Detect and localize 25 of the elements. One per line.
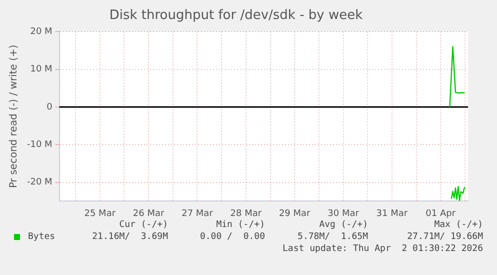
legend-label: Bytes: [28, 232, 56, 242]
y-tick-label: 0: [46, 102, 53, 112]
text: Cur (-/+): [119, 220, 168, 230]
chart-title: Disk throughput for /dev/sdk - by week: [109, 8, 364, 24]
x-tick-label: 25 Mar: [84, 208, 116, 219]
text: 0.00 / 0.00: [200, 232, 265, 242]
y-tick-label: -10 M: [27, 140, 52, 150]
y-tick-label: -20 M: [27, 178, 52, 188]
text: Avg (-/+): [319, 220, 368, 230]
text: 21.16M/ 3.69M: [92, 232, 168, 242]
y-tick-label: 10 M: [30, 64, 52, 75]
x-tick-label: 30 Mar: [328, 208, 360, 219]
text: Last update: Thu Apr 2 01:30:22 2026: [282, 244, 483, 254]
text: 27.71M/ 19.66M: [407, 232, 483, 242]
x-tick-label: 01 Apr: [426, 208, 456, 219]
text: Min (-/+): [216, 220, 265, 230]
y-axis-title: Pr second read (-) / write (+): [8, 44, 20, 188]
x-tick-label: 29 Mar: [278, 208, 311, 219]
text: Max (-/+): [434, 220, 483, 230]
x-tick-label: 28 Mar: [230, 208, 262, 219]
x-tick-label: 27 Mar: [182, 208, 214, 219]
text: 5.78M/ 1.65M: [298, 232, 368, 242]
y-tick-label: 20 M: [30, 26, 52, 37]
x-tick-label: 31 Mar: [376, 208, 408, 219]
x-tick-label: 26 Mar: [132, 208, 165, 219]
